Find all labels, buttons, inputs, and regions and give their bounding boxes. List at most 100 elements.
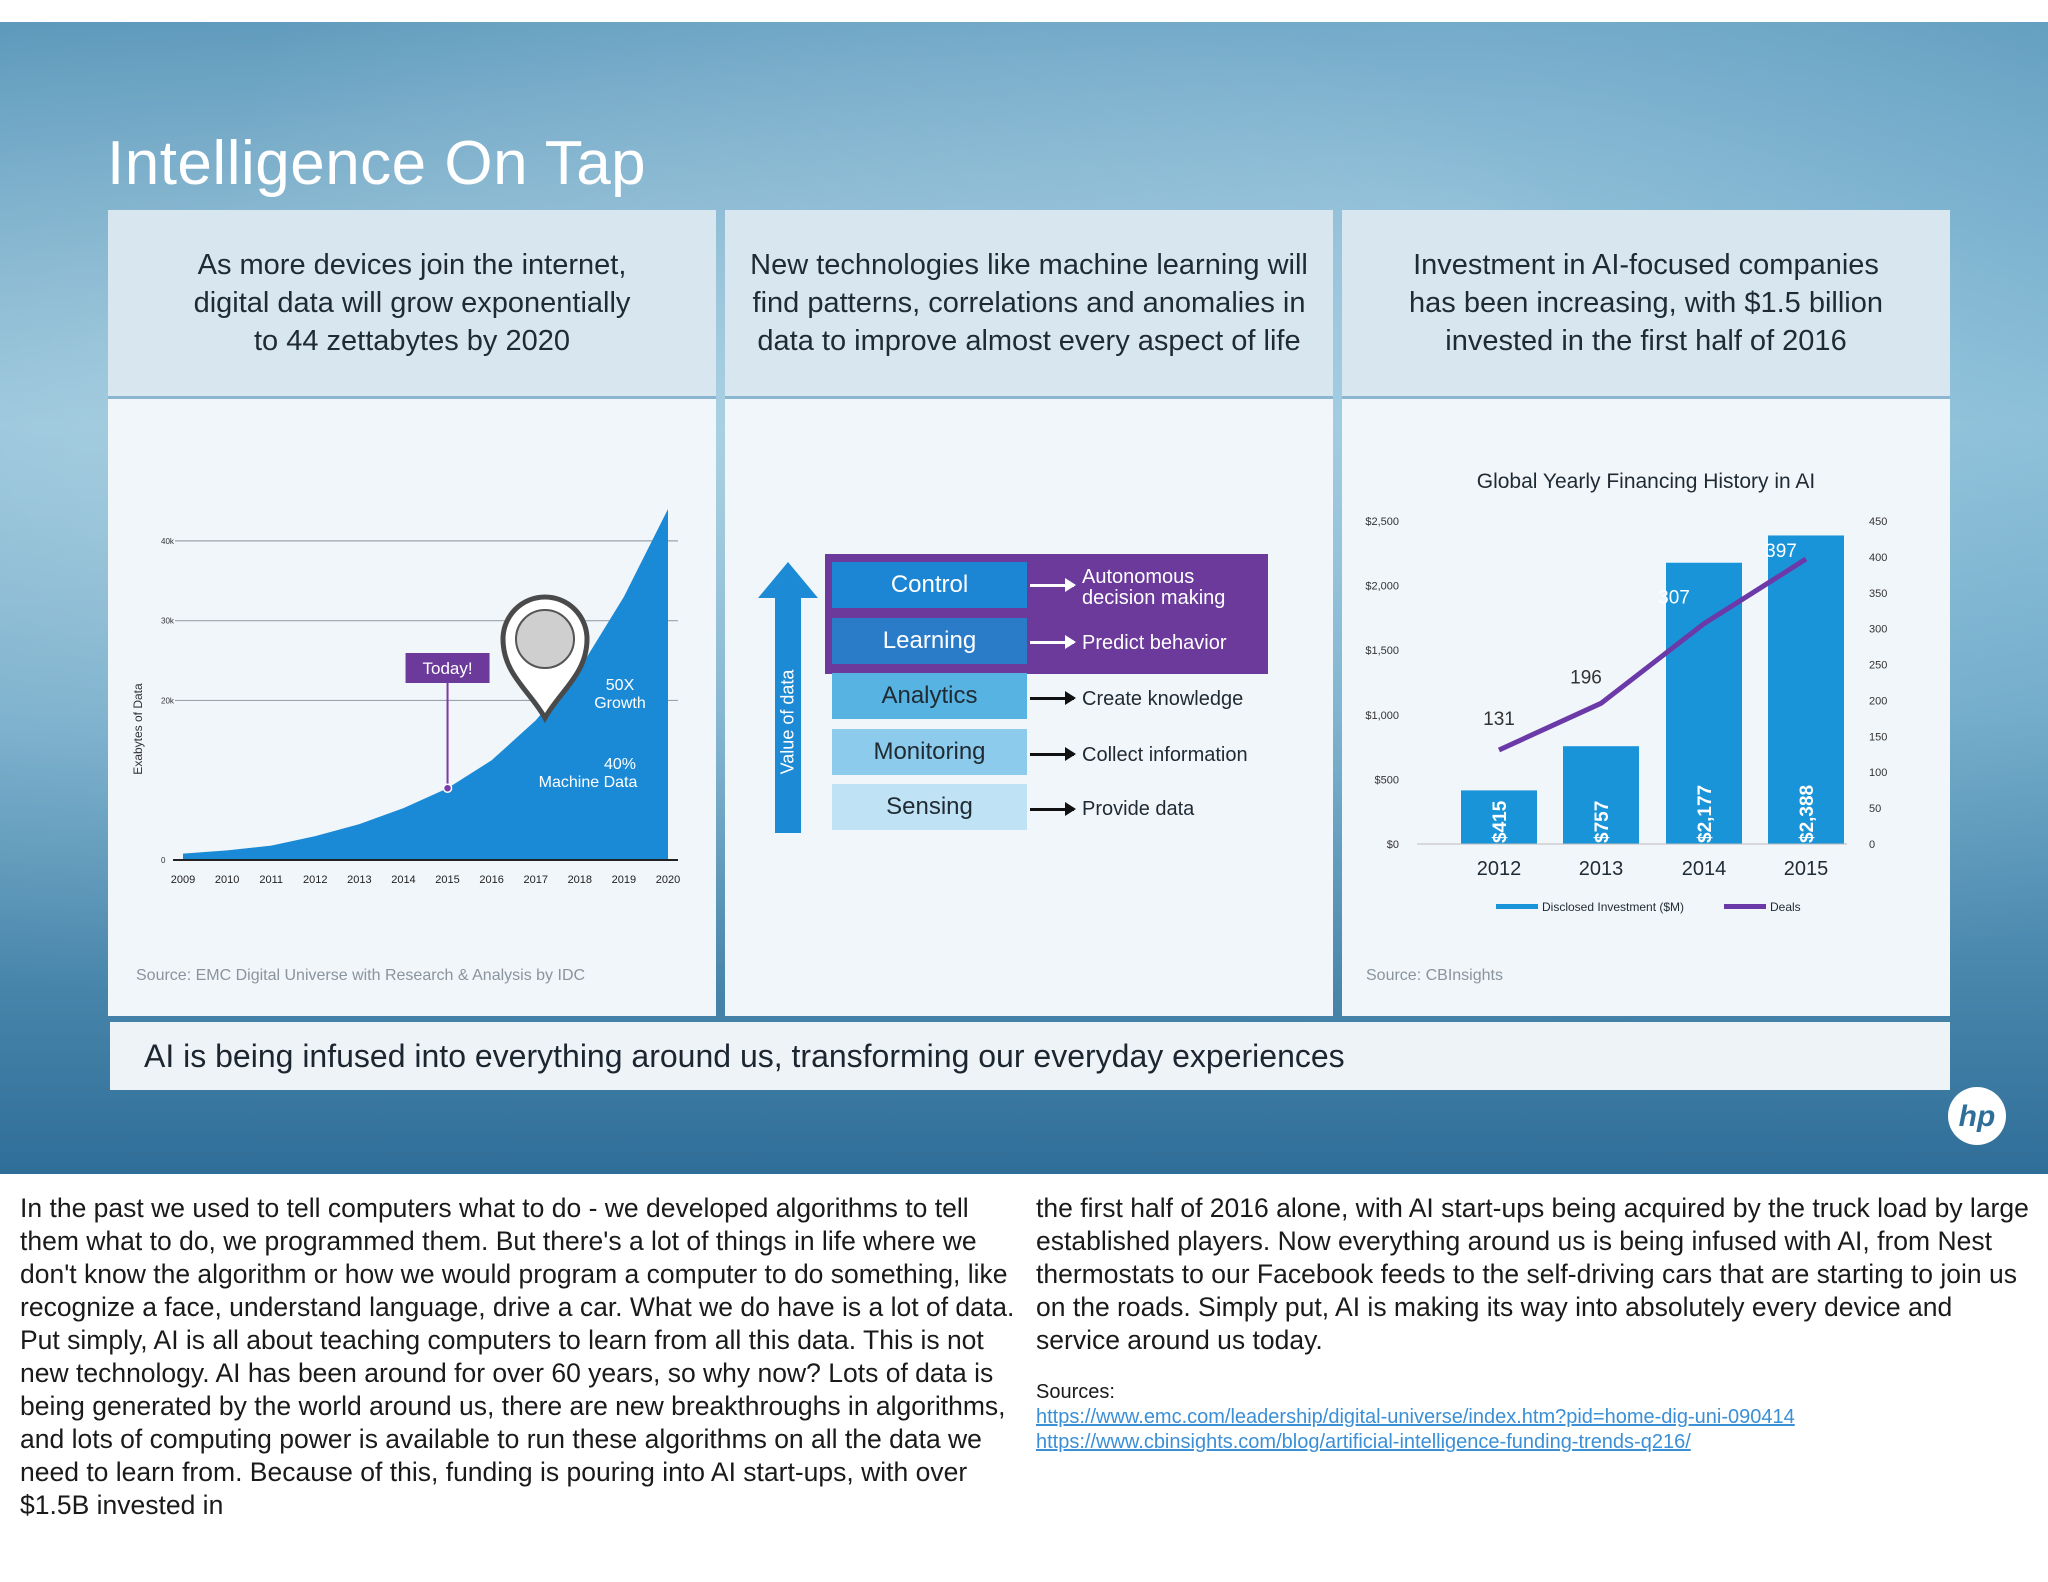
panel-heading-box: New technologies like machine learning w… bbox=[725, 210, 1333, 399]
today-label: Today! bbox=[422, 659, 472, 678]
source-link-emc[interactable]: https://www.emc.com/leadership/digital-u… bbox=[1036, 1406, 1795, 1428]
sources-label: Sources: bbox=[1036, 1381, 1115, 1403]
panel-heading-box: Investment in AI-focused companies has b… bbox=[1342, 210, 1950, 399]
x-tick-label: 2013 bbox=[1579, 858, 1624, 880]
y-left-tick-label: $1,000 bbox=[1365, 710, 1399, 722]
panel-heading: New technologies like machine learning w… bbox=[750, 249, 1308, 357]
source-text: Source: CBInsights bbox=[1366, 967, 1503, 984]
x-tick-label: 2011 bbox=[259, 874, 283, 886]
bar-value-label: $2,388 bbox=[1797, 785, 1818, 843]
deal-count-label: 196 bbox=[1570, 667, 1602, 688]
panel-body: Exabytes of Data 0 20k 30k 40k 2009 2010 2011 2… bbox=[108, 399, 716, 1016]
investment-bar bbox=[1563, 746, 1639, 844]
bar-value-label: $2,177 bbox=[1695, 785, 1716, 843]
level-learning-box: Learning bbox=[832, 618, 1027, 664]
level-monitoring-label: Collect information bbox=[1082, 744, 1248, 766]
y-left-tick-label: $0 bbox=[1387, 839, 1399, 851]
level-analytics-label: Create knowledge bbox=[1082, 688, 1244, 710]
bar-value-label: $757 bbox=[1592, 801, 1613, 843]
y-left-tick-label: $500 bbox=[1375, 774, 1399, 786]
chart-title: Global Yearly Financing History in AI bbox=[1477, 470, 1816, 493]
panel-data-growth: As more devices join the internet, digit… bbox=[108, 210, 716, 1016]
slide-title: Intelligence On Tap bbox=[107, 129, 647, 198]
source-link-cbinsights[interactable]: https://www.cbinsights.com/blog/artifici… bbox=[1036, 1431, 1691, 1453]
arrow-icon bbox=[1030, 747, 1076, 761]
tagline-bar: AI is being infused into everything arou… bbox=[110, 1022, 1950, 1090]
machine-data-label-line: Machine Data bbox=[539, 774, 638, 791]
y-right-tick-label: 100 bbox=[1869, 767, 1887, 779]
y-axis-label: Exabytes of Data bbox=[131, 683, 145, 775]
x-tick-label: 2010 bbox=[215, 874, 239, 886]
panel-heading: As more devices join the internet, digit… bbox=[193, 249, 631, 357]
arrow-icon bbox=[1030, 802, 1076, 816]
arrow-icon bbox=[1030, 691, 1076, 705]
x-tick-label: 2012 bbox=[303, 874, 327, 886]
value-axis-label: Value of data bbox=[777, 669, 798, 775]
hp-logo-text: hp bbox=[1959, 1100, 1996, 1133]
y-tick-label: 0 bbox=[161, 856, 166, 865]
level-sensing-label: Provide data bbox=[1082, 798, 1195, 820]
x-tick-label: 2016 bbox=[479, 874, 503, 886]
investment-bar bbox=[1461, 790, 1537, 844]
today-marker-dot bbox=[442, 783, 453, 793]
x-tick-label: 2017 bbox=[523, 874, 547, 886]
y-tick-label: 30k bbox=[161, 617, 175, 626]
source-text: Source: EMC Digital Universe with Resear… bbox=[136, 967, 586, 984]
level-sensing-box: Sensing bbox=[832, 784, 1027, 830]
investment-bar bbox=[1768, 535, 1844, 844]
x-tick-label: 2009 bbox=[171, 874, 195, 886]
tagline-text: AI is being infused into everything arou… bbox=[144, 1037, 1345, 1074]
y-right-tick-label: 50 bbox=[1869, 803, 1881, 815]
x-tick-label: 2015 bbox=[1784, 858, 1829, 880]
value-arrow bbox=[775, 592, 801, 833]
speaker-notes-left: In the past we used to tell computers wh… bbox=[20, 1193, 1015, 1520]
bar-value-label: $415 bbox=[1490, 800, 1511, 843]
legend-investment-swatch bbox=[1496, 904, 1538, 909]
y-right-tick-label: 200 bbox=[1869, 695, 1887, 707]
y-right-tick-label: 350 bbox=[1869, 588, 1887, 600]
x-tick-label: 2018 bbox=[568, 874, 592, 886]
arrow-icon bbox=[1030, 635, 1076, 649]
globe-icon bbox=[515, 609, 575, 669]
machine-data-label-line: 40% bbox=[604, 756, 636, 773]
growth-label-line: Growth bbox=[594, 695, 646, 712]
y-right-tick-label: 300 bbox=[1869, 624, 1887, 636]
slide: Intelligence On Tap As more devices join… bbox=[0, 22, 2048, 1174]
level-monitoring-box: Monitoring bbox=[832, 729, 1027, 775]
deal-count-label: 397 bbox=[1765, 541, 1797, 562]
y-right-tick-label: 450 bbox=[1869, 516, 1887, 528]
level-control-label: Autonomous decision making bbox=[1082, 566, 1226, 609]
deal-count-label: 307 bbox=[1658, 588, 1690, 609]
panel-body: Global Yearly Financing History in AI $0 $… bbox=[1342, 399, 1950, 1016]
y-right-tick-label: 150 bbox=[1869, 731, 1887, 743]
x-tick-label: 2013 bbox=[347, 874, 371, 886]
y-left-tick-label: $2,000 bbox=[1365, 581, 1399, 593]
x-tick-label: 2012 bbox=[1477, 858, 1522, 880]
legend-deals-label: Deals bbox=[1770, 900, 1801, 914]
today-badge bbox=[405, 653, 490, 683]
y-tick-label: 40k bbox=[161, 537, 175, 546]
deals-line bbox=[1497, 556, 1808, 753]
y-right-tick-label: 250 bbox=[1869, 660, 1887, 672]
x-tick-label: 2014 bbox=[391, 874, 415, 886]
level-analytics-box: Analytics bbox=[832, 673, 1027, 719]
y-tick-label: 20k bbox=[161, 696, 175, 705]
y-left-tick-label: $2,500 bbox=[1365, 516, 1399, 528]
panel-body bbox=[725, 399, 1333, 1016]
x-tick-label: 2014 bbox=[1682, 858, 1727, 880]
legend-deals-swatch bbox=[1724, 904, 1766, 909]
speaker-notes-right: the first half of 2016 alone, with AI st… bbox=[1036, 1193, 2029, 1355]
y-left-tick-label: $1,500 bbox=[1365, 645, 1399, 657]
data-growth-area bbox=[183, 509, 668, 860]
x-tick-label: 2015 bbox=[435, 874, 459, 886]
x-tick-label: 2019 bbox=[612, 874, 636, 886]
level-control-box: Control bbox=[832, 562, 1027, 608]
sources-block: Sources: https://www.emc.com/leadership/… bbox=[1036, 1380, 1795, 1455]
legend-investment-label: Disclosed Investment ($M) bbox=[1542, 900, 1684, 914]
growth-label-line: 50X bbox=[606, 677, 635, 694]
x-tick-label: 2020 bbox=[656, 874, 680, 886]
hp-logo-icon: hp bbox=[1948, 1087, 2006, 1145]
y-right-tick-label: 0 bbox=[1869, 839, 1875, 851]
value-arrow-head bbox=[758, 562, 818, 598]
panel-heading: Investment in AI-focused companies has b… bbox=[1409, 249, 1883, 357]
